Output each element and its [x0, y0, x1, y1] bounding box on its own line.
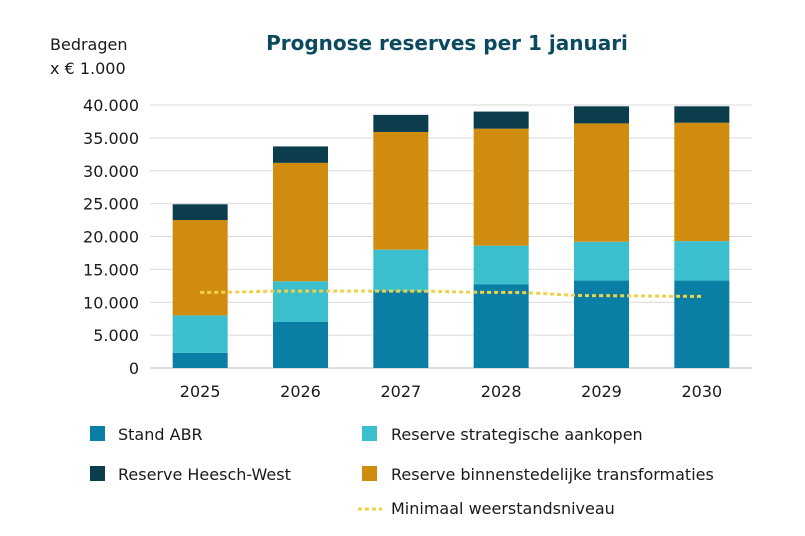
legend-label-reserve-heesch-west: Reserve Heesch-West	[118, 465, 291, 484]
legend: Stand ABR Reserve strategische aankopen …	[90, 425, 714, 518]
y-tick-label: 25.000	[83, 195, 139, 214]
bar-reserve-strategische-aankopen-2028	[473, 245, 529, 285]
bar-reserve-heesch-west-2027	[373, 114, 429, 132]
bar-reserve-heesch-west-2025	[172, 204, 228, 221]
y-tick-label: 20.000	[83, 228, 139, 247]
legend-swatch-reserve-binnenstedelijke-transformaties	[362, 466, 377, 481]
y-axis-label-line2: x € 1.000	[50, 59, 126, 78]
y-tick-label: 15.000	[83, 260, 139, 279]
legend-label-minimaal-weerstandsniveau: Minimaal weerstandsniveau	[391, 499, 615, 518]
bar-reserve-heesch-west-2029	[574, 106, 629, 124]
bar-reserve-strategische-aankopen-2029	[574, 241, 629, 281]
x-tick-label-2029: 2029	[581, 382, 622, 401]
y-tick-label: 5.000	[93, 326, 139, 345]
minimum-level-line	[200, 289, 702, 298]
x-tick-label-2027: 2027	[380, 382, 421, 401]
y-tick-label: 10.000	[83, 293, 139, 312]
y-tick-label: 30.000	[83, 162, 139, 181]
legend-swatch-reserve-heesch-west	[90, 466, 105, 481]
bar-stand-abr-2028	[473, 284, 529, 368]
bars	[172, 106, 730, 368]
y-tick-label: 0	[129, 359, 139, 378]
bar-reserve-strategische-aankopen-2030	[674, 241, 730, 281]
bar-stand-abr-2030	[674, 280, 730, 368]
bar-stand-abr-2029	[574, 280, 629, 368]
bar-reserve-binnenstedelijke-transformaties-2029	[574, 123, 629, 242]
y-tick-label: 40.000	[83, 96, 139, 115]
bar-reserve-heesch-west-2028	[473, 111, 529, 129]
x-tick-label-2030: 2030	[681, 382, 722, 401]
bar-reserve-strategische-aankopen-2027	[373, 249, 429, 292]
gridlines	[150, 104, 752, 369]
bar-reserve-heesch-west-2030	[674, 106, 730, 123]
x-tick-label-2025: 2025	[180, 382, 221, 401]
y-axis-ticks: 0 5.000 10.000 15.000 20.000 25.000 30.000 35.0…	[83, 96, 139, 378]
bar-reserve-binnenstedelijke-transformaties-2026	[273, 162, 328, 282]
y-tick-label: 35.000	[83, 129, 139, 148]
bar-stand-abr-2026	[273, 321, 328, 368]
x-axis-ticks: 2025 2026 2027 2028 2029 2030	[180, 382, 722, 401]
x-tick-label-2028: 2028	[481, 382, 522, 401]
bar-reserve-binnenstedelijke-transformaties-2030	[674, 122, 730, 242]
legend-swatch-stand-abr	[90, 426, 105, 441]
chart-title: Prognose reserves per 1 januari	[266, 31, 628, 55]
bar-reserve-heesch-west-2026	[273, 146, 328, 163]
bar-stand-abr-2027	[373, 291, 429, 368]
legend-swatch-reserve-strategische-aankopen	[362, 426, 377, 441]
legend-label-stand-abr: Stand ABR	[118, 425, 203, 444]
bar-reserve-binnenstedelijke-transformaties-2027	[373, 131, 429, 250]
bar-stand-abr-2025	[172, 352, 228, 368]
x-tick-label-2026: 2026	[280, 382, 321, 401]
legend-label-reserve-strategische-aankopen: Reserve strategische aankopen	[391, 425, 643, 444]
bar-reserve-binnenstedelijke-transformaties-2025	[172, 220, 228, 316]
bar-reserve-binnenstedelijke-transformaties-2028	[473, 128, 529, 246]
bar-reserve-strategische-aankopen-2025	[172, 315, 228, 353]
bar-reserve-strategische-aankopen-2026	[273, 281, 328, 322]
legend-label-reserve-binnenstedelijke-transformaties: Reserve binnenstedelijke transformaties	[391, 465, 714, 484]
y-axis-label-line1: Bedragen	[50, 35, 128, 54]
